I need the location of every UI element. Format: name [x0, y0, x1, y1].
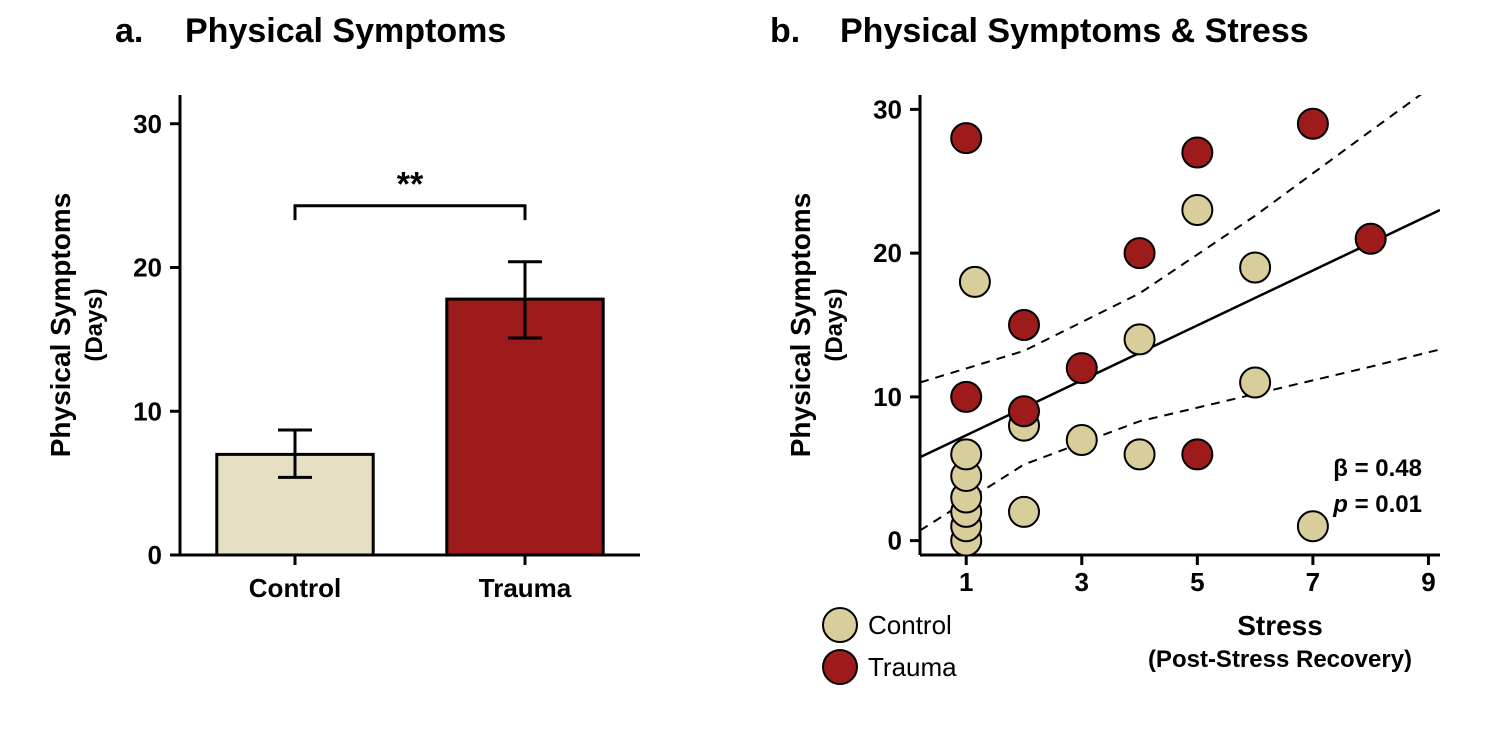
panel-b-letter: b. — [770, 12, 800, 50]
panel-a-title: Physical Symptoms — [185, 12, 506, 50]
panel-b-point-trauma — [1356, 224, 1386, 254]
panel-b-point-control — [1009, 497, 1039, 527]
panel-a-ytick-label: 10 — [133, 396, 162, 426]
panel-a-ylabel-group: Physical Symptoms(Days) — [45, 193, 108, 458]
panel-b-ylabel-sub: (Days) — [821, 288, 848, 361]
figure-svg: a.Physical Symptoms0102030Physical Sympt… — [0, 0, 1500, 740]
panel-b-point-trauma — [951, 382, 981, 412]
panel-b-point-trauma — [951, 123, 981, 153]
panel-b-point-control — [1240, 368, 1270, 398]
panel-a-ytick-label: 20 — [133, 253, 162, 283]
panel-a-sig-stars: ** — [397, 166, 424, 204]
panel-a-ytick-label: 30 — [133, 109, 162, 139]
legend-label-control: Control — [868, 610, 952, 640]
panel-b-xlabel: Stress — [1237, 610, 1323, 641]
panel-b-point-control — [1298, 511, 1328, 541]
panel-b-xtick-label: 7 — [1306, 567, 1320, 597]
panel-a-sig-bracket — [295, 206, 525, 220]
panel-b-plotarea — [920, 81, 1440, 556]
panel-a-ylabel: Physical Symptoms — [45, 193, 76, 458]
panel-b-xtick-label: 5 — [1190, 567, 1204, 597]
panel-b-point-control — [1125, 324, 1155, 354]
panel-a-ylabel-sub: (Days) — [81, 288, 108, 361]
panel-b-point-control — [1240, 253, 1270, 283]
panel-b-title: Physical Symptoms & Stress — [840, 12, 1309, 50]
panel-b-ylabel: Physical Symptoms — [785, 193, 816, 458]
panel-b-pvalue: p = 0.01 — [1332, 491, 1422, 518]
panel-a-letter: a. — [115, 12, 143, 50]
panel-b-ytick-label: 0 — [888, 526, 902, 556]
panel-b-point-control — [1125, 439, 1155, 469]
figure-container: a.Physical Symptoms0102030Physical Sympt… — [0, 0, 1500, 740]
panel-b-xlabel-sub: (Post-Stress Recovery) — [1148, 646, 1412, 673]
panel-b-point-control — [1182, 195, 1212, 225]
panel-b-point-trauma — [1009, 310, 1039, 340]
legend-label-trauma: Trauma — [868, 652, 957, 682]
panel-b-ytick-label: 30 — [873, 94, 902, 124]
panel-b-xtick-label: 9 — [1421, 567, 1435, 597]
panel-b-point-trauma — [1182, 439, 1212, 469]
panel-b-point-trauma — [1125, 238, 1155, 268]
panel-b-point-trauma — [1067, 353, 1097, 383]
panel-b-point-control — [951, 439, 981, 469]
panel-b-xtick-label: 1 — [959, 567, 973, 597]
legend-marker-trauma — [823, 650, 857, 684]
panel-b-ytick-label: 20 — [873, 238, 902, 268]
panel-b-xtick-label: 3 — [1075, 567, 1089, 597]
panel-a-xtick-label: Control — [249, 573, 341, 603]
panel-b-point-trauma — [1298, 109, 1328, 139]
panel-b-point-control — [960, 267, 990, 297]
panel-a-xtick-label: Trauma — [479, 573, 572, 603]
panel-b-ytick-label: 10 — [873, 382, 902, 412]
panel-b-point-control — [1067, 425, 1097, 455]
panel-b-beta: β = 0.48 — [1333, 455, 1422, 482]
legend-marker-control — [823, 608, 857, 642]
panel-b-point-trauma — [1009, 396, 1039, 426]
panel-b-point-trauma — [1182, 138, 1212, 168]
panel-a-ytick-label: 0 — [148, 540, 162, 570]
